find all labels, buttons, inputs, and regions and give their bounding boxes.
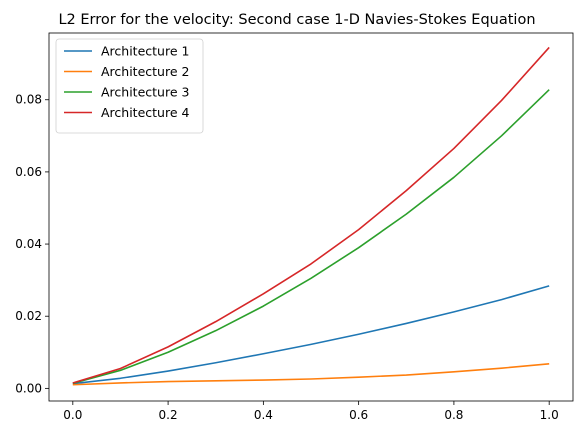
y-tick-label: 0.00 (15, 381, 42, 395)
x-tick-label: 0.6 (349, 408, 368, 422)
legend: Architecture 1 Architecture 2 Architecture… (55, 38, 204, 134)
series-line-architecture-3 (72, 89, 550, 385)
x-axis: 0.0 0.2 0.4 0.6 0.8 1.0 (63, 401, 559, 422)
legend-label: Architecture 3 (101, 85, 189, 100)
plot-area (48, 32, 574, 402)
series-lines (72, 46, 550, 386)
y-tick-label: 0.06 (15, 165, 42, 179)
y-tick-label: 0.02 (15, 309, 42, 323)
x-tick-label: 0.2 (159, 408, 178, 422)
y-tick-label: 0.08 (15, 93, 42, 107)
legend-box (55, 38, 204, 134)
x-tick-label: 1.0 (540, 408, 559, 422)
y-tick-label: 0.04 (15, 237, 42, 251)
series-line-architecture-1 (72, 285, 550, 385)
legend-label: Architecture 2 (101, 64, 189, 79)
x-tick-label: 0.8 (444, 408, 463, 422)
legend-label: Architecture 4 (101, 105, 189, 120)
x-tick-label: 0.0 (63, 408, 82, 422)
y-axis: 0.00 0.02 0.04 0.06 0.08 (15, 93, 49, 395)
series-line-architecture-4 (72, 46, 550, 384)
chart-title: L2 Error for the velocity: Second case 1… (58, 12, 535, 28)
x-tick-label: 0.4 (254, 408, 273, 422)
series-line-architecture-2 (72, 363, 550, 386)
legend-label: Architecture 1 (101, 44, 189, 59)
